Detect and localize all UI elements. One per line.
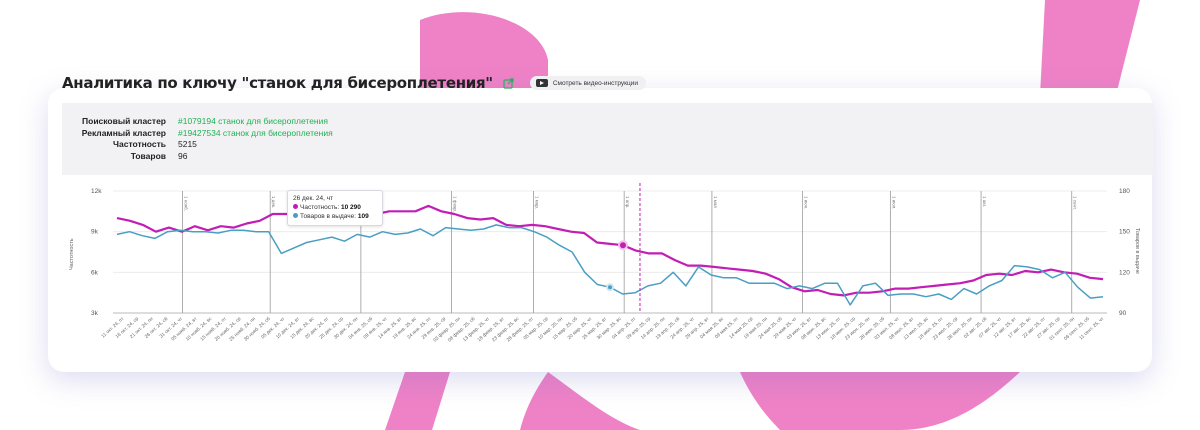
x-tick-label: 03 июл. 25, чт — [873, 315, 901, 341]
info-grid: Поисковый кластер #1079194 станок для би… — [64, 116, 333, 161]
tooltip-row-products: Товаров в выдаче: 109 — [293, 212, 377, 221]
month-marker-label: 1 июн. — [804, 196, 809, 209]
month-marker-label: 1 мая — [713, 196, 718, 208]
x-tick-label: 10 мар. 25, пн — [537, 316, 564, 342]
month-marker-label: 1 сент. — [1073, 196, 1078, 210]
tooltip-s1-label: Частотность: — [300, 204, 340, 211]
y-right-tick-label: 180 — [1119, 188, 1130, 195]
tooltip-s1-value: 10 290 — [341, 204, 361, 211]
y-right-tick-label: 150 — [1119, 229, 1130, 236]
frequency-dot-icon — [293, 204, 298, 209]
x-tick-label: 30 мар. 25, вс — [596, 316, 623, 342]
info-key-products: Товаров — [130, 150, 166, 161]
x-tick-label: 14 апр. 25, пн — [640, 316, 667, 341]
y-left-tick-label: 9k — [91, 229, 99, 236]
x-tick-label: 30 нояб. 24, сб — [243, 316, 272, 343]
info-key-frequency: Частотность — [113, 139, 166, 149]
x-tick-label: 18 июл. 25, пт — [917, 315, 945, 341]
x-tick-label: 23 июл. 25, ср — [932, 316, 960, 342]
month-marker-label: 1 июл. — [891, 196, 896, 209]
info-value-products: 96 — [178, 150, 188, 161]
y-right-axis-label: Товаров в выдаче — [1134, 228, 1140, 274]
y-right-tick-label: 120 — [1119, 269, 1130, 276]
x-tick-label: 18 июн. 25, ср — [829, 316, 857, 342]
video-button-label: Смотреть видео-инструкции — [552, 79, 638, 87]
x-tick-label: 13 июн. 25, пт — [815, 315, 843, 341]
x-tick-label: 23 июн. 25, пн — [844, 316, 872, 342]
x-tick-label: 11 сент. 25, чт — [1078, 315, 1106, 341]
chart-tooltip: 26 дек. 24, чт Частотность: 10 290 Товар… — [287, 190, 383, 226]
x-tick-label: 13 июл. 25, вс — [903, 316, 931, 342]
x-tick-label: 28 июл. 25, пн — [946, 316, 974, 342]
decor-shape-right — [1040, 0, 1140, 95]
tooltip-s2-value: 109 — [357, 213, 369, 220]
play-icon — [535, 79, 548, 87]
page-title: Аналитика по ключу "станок для бисеропле… — [62, 74, 493, 92]
x-tick-label: 24 апр. 25, чт — [670, 315, 697, 340]
tooltip-date: 26 дек. 24, чт — [293, 195, 334, 202]
search-cluster-link[interactable]: #1079194 станок для бисероплетения — [178, 116, 328, 126]
month-marker-label: 1 дек. — [271, 196, 276, 208]
info-panel — [62, 103, 1154, 175]
info-key-ad-cluster: Рекламный кластер — [81, 127, 166, 138]
y-left-tick-label: 3k — [91, 310, 99, 317]
decor-shape-bottom-mid — [520, 372, 640, 430]
line-chart[interactable]: 3k 90 6k 120 9k 150 12k 180 Частотность Товаров в… — [48, 176, 1148, 370]
month-marker-label: 1 мар. — [534, 196, 539, 209]
video-instructions-button[interactable]: Смотреть видео-инструкции — [529, 76, 646, 90]
x-tick-label: 20 мар. 25, чт — [567, 315, 594, 341]
y-left-axis-label: Частотность — [69, 238, 75, 270]
hover-point-frequency — [617, 240, 628, 251]
y-left-tick-label: 6k — [91, 269, 99, 276]
ad-cluster-link[interactable]: #19427534 станок для бисероплетения — [178, 127, 333, 138]
tooltip-row-frequency: Частотность: 10 290 — [293, 203, 377, 212]
x-tick-label: 28 июн. 25, сб — [859, 316, 887, 342]
decor-shape-bottom-right — [740, 372, 1020, 430]
month-marker-label: 1 февр. — [453, 196, 458, 212]
info-value-frequency: 5215 — [178, 139, 197, 149]
x-tick-label: 15 мар. 25, сб — [552, 316, 579, 341]
x-tick-label: 05 мар. 25, ср — [522, 316, 549, 341]
x-tick-label: 08 июл. 25, вт — [888, 315, 916, 341]
month-marker-label: 1 апр. — [625, 196, 630, 208]
x-tick-label: 06 сент. 25, сб — [1063, 316, 1091, 342]
info-key-search-cluster: Поисковый кластер — [82, 116, 166, 126]
tooltip-s2-label: Товаров в выдаче: — [300, 213, 357, 220]
x-tick-label: 25 мар. 25, вт — [581, 315, 608, 340]
decor-shape-left — [420, 12, 548, 89]
decor-shape-bottom-left — [385, 372, 450, 430]
month-marker-label: 1 нояб. — [183, 196, 188, 211]
external-link-icon[interactable] — [503, 77, 514, 89]
hover-point-products — [606, 283, 614, 292]
y-right-tick-label: 90 — [1119, 310, 1127, 317]
x-tick-label: 08 июн. 25, вс — [800, 316, 828, 342]
series-frequency-line — [116, 204, 1104, 297]
x-tick-label: 04 апр. 25, пт — [611, 316, 638, 341]
x-tick-label: 03 июн. 25, вт — [786, 315, 814, 341]
card-header: Аналитика по ключу "станок для бисеропле… — [62, 64, 1154, 102]
x-tick-label: 29 апр. 25, вт — [684, 315, 711, 340]
products-dot-icon — [293, 213, 298, 218]
series-products-line — [116, 224, 1104, 306]
y-left-tick-label: 12k — [91, 188, 102, 195]
month-marker-label: 1 авг. — [982, 196, 987, 207]
x-tick-label: 01 сент. 25, пн — [1048, 316, 1076, 342]
x-tick-label: 24 янв. 25, пт — [406, 315, 433, 340]
